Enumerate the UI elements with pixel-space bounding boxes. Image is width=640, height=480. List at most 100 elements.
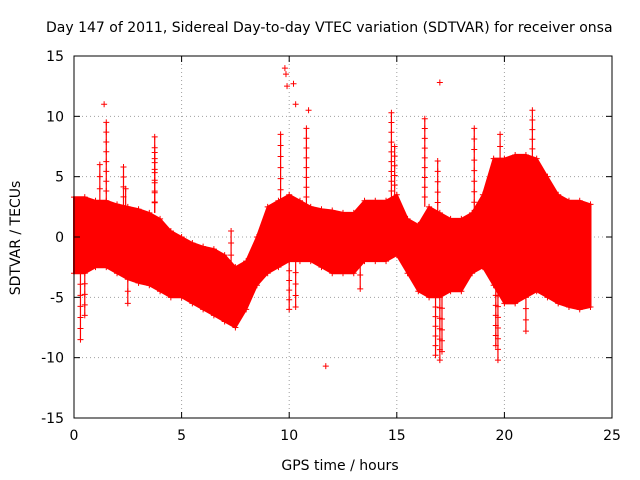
outlier-point [436, 357, 443, 364]
y-axis-label: SDTVAR / TECUs [8, 181, 24, 296]
data-point [471, 135, 478, 142]
data-point [438, 326, 445, 333]
data-point [529, 116, 536, 123]
x-tick-label: 15 [388, 428, 406, 444]
data-point [228, 252, 235, 259]
data-point [434, 178, 441, 185]
data-point [388, 188, 395, 195]
data-point [103, 178, 110, 185]
data-point [492, 302, 499, 309]
data-point [555, 300, 562, 307]
data-point [303, 184, 310, 191]
data-band [73, 153, 592, 329]
data-series [71, 65, 594, 370]
data-point [146, 282, 153, 289]
data-point [432, 303, 439, 310]
outlier-point [284, 83, 291, 90]
data-point [421, 135, 428, 142]
data-point [576, 306, 583, 313]
data-point [253, 282, 260, 289]
data-point [350, 270, 357, 277]
data-point [157, 288, 164, 295]
data-point [393, 252, 400, 259]
data-point [329, 207, 336, 214]
data-point [135, 279, 142, 286]
data-point [426, 203, 433, 210]
data-point [151, 169, 158, 176]
data-point [151, 179, 158, 186]
data-point [492, 292, 499, 299]
outlier-point [277, 131, 284, 138]
outlier-point [357, 285, 364, 292]
data-point [232, 264, 239, 271]
y-tick-label: 15 [46, 49, 64, 65]
data-point [146, 209, 153, 216]
data-point [421, 125, 428, 132]
outlier-point [96, 161, 103, 168]
data-point [421, 164, 428, 171]
data-point [512, 151, 519, 158]
data-point [189, 240, 196, 247]
data-point [277, 186, 284, 193]
data-point [286, 277, 293, 284]
y-tick-label: -5 [50, 290, 64, 306]
data-point [391, 153, 398, 160]
data-point [388, 129, 395, 136]
data-point [555, 191, 562, 198]
data-point [81, 301, 88, 308]
data-point [307, 203, 314, 210]
data-point [391, 182, 398, 189]
data-point [92, 197, 99, 204]
outlier-point [438, 348, 445, 355]
data-point [388, 148, 395, 155]
data-point [167, 294, 174, 301]
outlier-point [436, 79, 443, 86]
x-tick-label: 5 [177, 428, 186, 444]
data-point [388, 139, 395, 146]
outlier-point [303, 125, 310, 132]
data-point [529, 145, 536, 152]
data-point [492, 312, 499, 319]
data-point [81, 291, 88, 298]
data-point [243, 258, 250, 265]
data-point [471, 146, 478, 153]
data-point [458, 215, 465, 222]
data-point [426, 294, 433, 301]
data-point [103, 187, 110, 194]
data-point [292, 281, 299, 288]
data-point [103, 148, 110, 155]
data-point [318, 264, 325, 271]
data-point [96, 185, 103, 192]
data-point [303, 164, 310, 171]
data-point [151, 159, 158, 166]
outlier-point [101, 101, 108, 108]
data-point [340, 209, 346, 216]
data-point [189, 300, 196, 307]
data-point [492, 332, 499, 339]
data-point [221, 252, 228, 259]
data-point [372, 197, 379, 204]
chart-title: Day 147 of 2011, Sidereal Day-to-day VTE… [46, 20, 613, 36]
data-point [124, 288, 131, 295]
data-point [292, 269, 299, 276]
outlier-point [228, 306, 235, 313]
y-tick-label: -10 [41, 351, 64, 367]
data-point [120, 173, 127, 180]
data-point [587, 303, 594, 310]
data-point [286, 296, 293, 303]
data-point [77, 292, 84, 299]
data-point [103, 129, 110, 136]
data-point [393, 191, 400, 198]
outlier-point [388, 109, 395, 116]
data-point [361, 258, 368, 265]
data-point [318, 206, 325, 213]
data-point [296, 258, 303, 265]
data-point [404, 215, 411, 222]
outlier-point [529, 107, 536, 114]
outlier-point [421, 115, 428, 122]
data-point [151, 189, 158, 196]
x-tick-label: 20 [495, 428, 513, 444]
data-point [415, 221, 422, 228]
data-point [232, 324, 239, 331]
data-point [576, 197, 583, 204]
